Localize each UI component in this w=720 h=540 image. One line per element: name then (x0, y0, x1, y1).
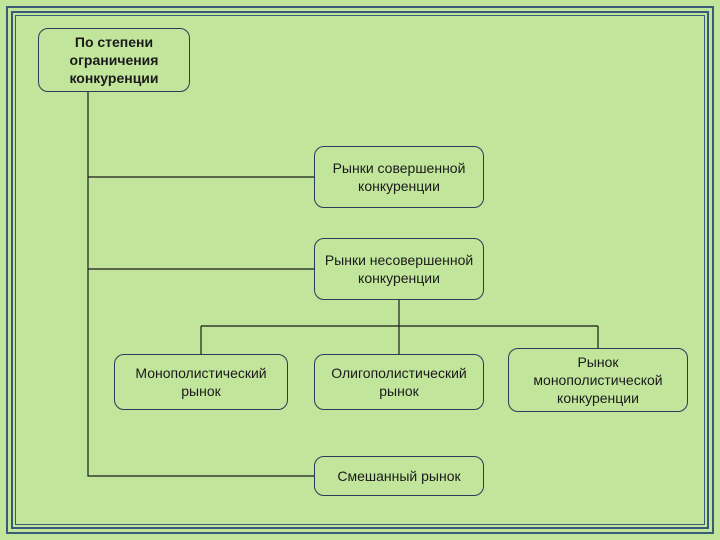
node-imperfect-competition: Рынки несовершенной конкуренции (314, 238, 484, 300)
frame-border-1: По степени ограничения конкуренции Рынки… (6, 6, 714, 534)
node-perfect-competition: Рынки совершенной конкуренции (314, 146, 484, 208)
node-monopolistic-competition: Рынок монополистической конкуренции (508, 348, 688, 412)
node-mixed-market: Смешанный рынок (314, 456, 484, 496)
node-oligopoly-market: Олигополистический рынок (314, 354, 484, 410)
frame-border-2: По степени ограничения конкуренции Рынки… (11, 11, 709, 529)
node-monopoly-market: Монополистический рынок (114, 354, 288, 410)
diagram-canvas: По степени ограничения конкуренции Рынки… (15, 15, 705, 525)
node-root: По степени ограничения конкуренции (38, 28, 190, 92)
outer-frame: По степени ограничения конкуренции Рынки… (0, 0, 720, 540)
